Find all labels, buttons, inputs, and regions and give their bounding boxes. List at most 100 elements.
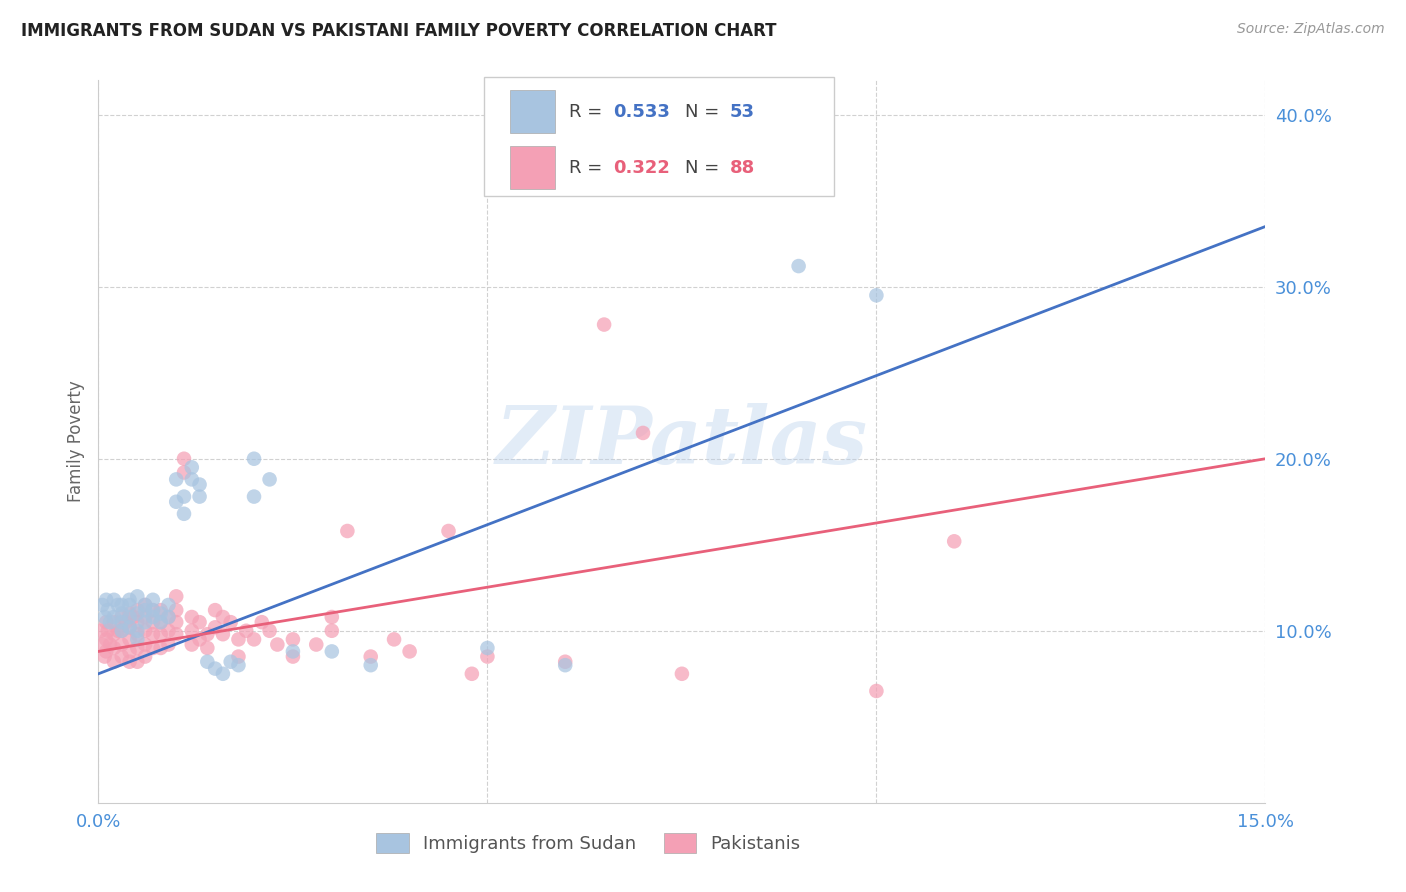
Point: [228, 649, 250, 664]
Point: [157, 598, 180, 612]
Point: [554, 655, 576, 669]
Point: [142, 592, 165, 607]
Point: [118, 610, 141, 624]
Text: ZIPatlas: ZIPatlas: [496, 403, 868, 480]
Point: [142, 603, 165, 617]
FancyBboxPatch shape: [484, 77, 834, 196]
Point: [360, 649, 382, 664]
Text: 53: 53: [730, 103, 755, 120]
Point: [157, 610, 180, 624]
Point: [127, 615, 149, 630]
Point: [118, 655, 141, 669]
Point: [321, 644, 343, 658]
Point: [111, 607, 134, 621]
Point: [97, 624, 120, 638]
Point: [103, 640, 125, 655]
Point: [382, 632, 405, 647]
Point: [103, 592, 125, 607]
Text: N =: N =: [685, 159, 725, 177]
Point: [243, 451, 266, 466]
Point: [204, 662, 226, 676]
Point: [477, 640, 499, 655]
Point: [127, 632, 149, 647]
Point: [259, 472, 281, 486]
Point: [127, 603, 149, 617]
Y-axis label: Family Poverty: Family Poverty: [66, 381, 84, 502]
Point: [107, 624, 129, 638]
Point: [90, 624, 112, 638]
Point: [134, 598, 156, 612]
Point: [96, 615, 118, 630]
Point: [281, 644, 304, 658]
Text: 0.533: 0.533: [613, 103, 669, 120]
Point: [188, 615, 211, 630]
Point: [98, 615, 121, 630]
Point: [91, 598, 114, 612]
Point: [134, 649, 156, 664]
Point: [259, 624, 281, 638]
Point: [142, 615, 165, 630]
Point: [96, 632, 118, 647]
Point: [142, 603, 165, 617]
Point: [111, 615, 134, 630]
Point: [118, 598, 141, 612]
Point: [118, 607, 141, 621]
Point: [165, 615, 187, 630]
Point: [195, 655, 218, 669]
Point: [103, 615, 125, 630]
Point: [180, 624, 202, 638]
Point: [107, 598, 129, 612]
Point: [127, 655, 149, 669]
Point: [943, 534, 966, 549]
Point: [111, 610, 134, 624]
Point: [195, 640, 218, 655]
Point: [398, 644, 420, 658]
Point: [118, 632, 141, 647]
Point: [93, 649, 115, 664]
Point: [593, 318, 616, 332]
Point: [180, 638, 202, 652]
Point: [157, 638, 180, 652]
Point: [98, 638, 121, 652]
Point: [103, 627, 125, 641]
Point: [173, 490, 195, 504]
FancyBboxPatch shape: [510, 146, 555, 189]
Point: [212, 610, 235, 624]
Point: [157, 610, 180, 624]
Point: [204, 620, 226, 634]
Point: [134, 603, 156, 617]
Point: [243, 632, 266, 647]
Point: [134, 610, 156, 624]
Point: [461, 666, 484, 681]
Point: [865, 288, 887, 302]
Legend: Immigrants from Sudan, Pakistanis: Immigrants from Sudan, Pakistanis: [367, 823, 810, 863]
Point: [118, 592, 141, 607]
Point: [149, 603, 172, 617]
Point: [235, 624, 257, 638]
Point: [671, 666, 693, 681]
Point: [111, 598, 134, 612]
Text: IMMIGRANTS FROM SUDAN VS PAKISTANI FAMILY POVERTY CORRELATION CHART: IMMIGRANTS FROM SUDAN VS PAKISTANI FAMIL…: [21, 22, 776, 40]
Point: [250, 615, 273, 630]
Point: [103, 610, 125, 624]
Point: [631, 425, 654, 440]
Point: [165, 603, 187, 617]
Point: [134, 598, 156, 612]
Point: [281, 632, 304, 647]
Text: R =: R =: [568, 103, 607, 120]
Point: [787, 259, 810, 273]
Point: [149, 615, 172, 630]
Point: [118, 620, 141, 634]
Point: [212, 666, 235, 681]
Point: [165, 472, 187, 486]
Point: [149, 615, 172, 630]
Point: [142, 640, 165, 655]
Point: [157, 624, 180, 638]
Point: [127, 590, 149, 604]
Point: [165, 494, 187, 508]
Point: [111, 624, 134, 638]
Point: [114, 615, 136, 630]
Point: [219, 615, 242, 630]
Point: [219, 655, 242, 669]
Point: [122, 610, 145, 624]
